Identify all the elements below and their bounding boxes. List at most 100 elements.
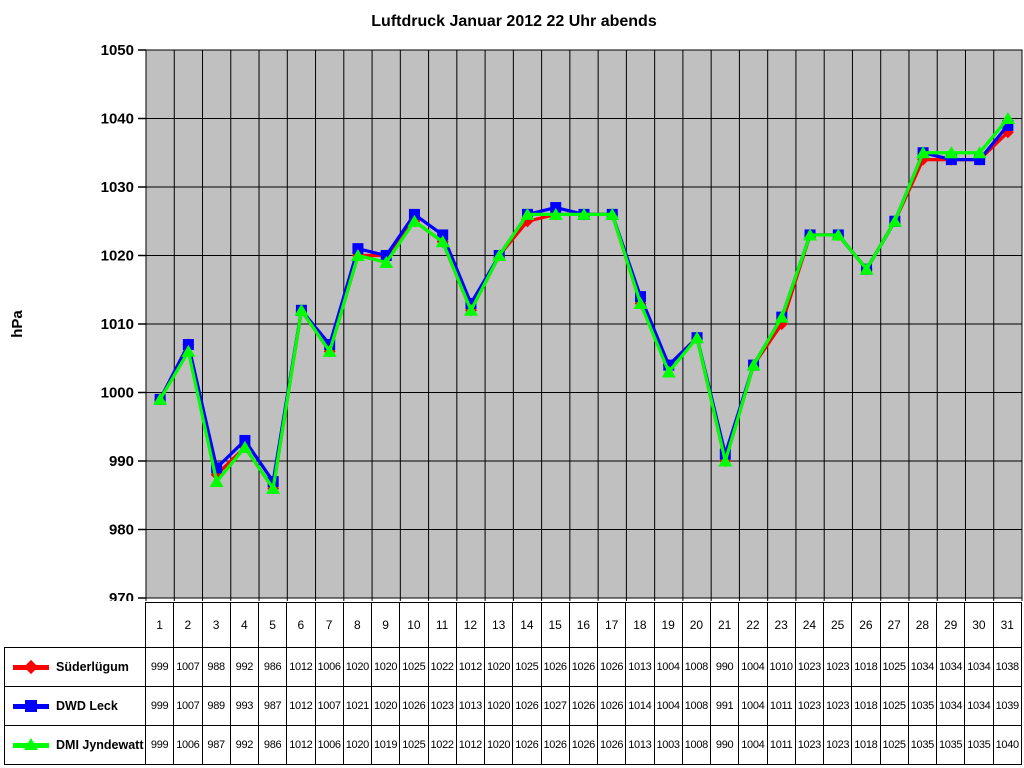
value-cell: 1040 — [992, 725, 1022, 765]
day-label: 2 — [173, 602, 203, 648]
value-cell: 1020 — [342, 647, 373, 687]
square-marker-icon — [635, 291, 647, 303]
triangle-marker-icon — [803, 228, 818, 241]
value-cell: 1010 — [766, 647, 796, 687]
triangle-marker-icon — [463, 303, 478, 316]
square-marker-icon — [437, 229, 449, 241]
value-cell: 1007 — [173, 686, 203, 726]
square-marker-icon — [239, 434, 251, 446]
value-cell: 1035 — [907, 725, 938, 765]
value-cell: 1020 — [370, 686, 401, 726]
value-cell: 1035 — [964, 725, 994, 765]
triangle-marker-icon — [746, 358, 761, 371]
plot-area: 970 980 990 1000 1010 1020 1030 1040 1050 — [101, 42, 1023, 601]
value-cell: 1026 — [512, 686, 542, 726]
triangle-marker-icon — [577, 207, 591, 220]
value-cell: 1018 — [851, 647, 881, 687]
value-cell: 1020 — [483, 725, 514, 765]
day-label: 8 — [342, 602, 373, 648]
value-cell: 990 — [709, 725, 740, 765]
value-cell: 999 — [144, 686, 175, 726]
diamond-marker-icon — [23, 659, 39, 675]
y-tick-label: 1050 — [101, 42, 134, 59]
value-cell: 1026 — [596, 686, 627, 726]
square-marker-icon — [182, 339, 194, 351]
y-tick-label: 980 — [109, 522, 134, 539]
value-cell: 986 — [257, 725, 288, 765]
day-label: 7 — [314, 602, 344, 648]
day-label: 14 — [512, 602, 542, 648]
value-cell: 1007 — [173, 647, 203, 687]
value-cell: 1023 — [822, 686, 853, 726]
value-cell: 991 — [709, 686, 740, 726]
triangle-marker-icon — [944, 146, 959, 159]
square-marker-icon — [380, 250, 392, 261]
triangle-marker-icon — [492, 249, 507, 261]
day-label: 25 — [822, 602, 853, 648]
triangle-marker-icon — [181, 344, 196, 357]
square-marker-icon — [974, 154, 986, 166]
series-row: Süderlügum 999 1007 988 992 986 1012 1006 1020 10… — [4, 647, 1022, 687]
value-cell: 1004 — [653, 647, 683, 687]
value-cell: 1027 — [540, 686, 570, 726]
triangle-marker-icon — [690, 331, 705, 344]
value-cell: 989 — [201, 686, 231, 726]
value-cell: 1025 — [399, 725, 429, 765]
value-cell: 1012 — [286, 686, 316, 726]
square-marker-icon — [25, 700, 37, 712]
y-tick-label: 970 — [109, 590, 134, 601]
legend-cell: DMI Jyndewatt — [4, 725, 146, 765]
square-marker-icon — [352, 243, 364, 255]
legend-line-icon — [13, 659, 49, 675]
value-cell: 1023 — [822, 725, 853, 765]
square-marker-icon — [663, 359, 675, 371]
value-cell: 1006 — [173, 725, 203, 765]
data-table: Süderlügum 999 1007 988 992 986 1012 1006 1020 10… — [4, 647, 1022, 765]
pressure-line-chart: Luftdruck Januar 2012 22 Uhr abends hPa … — [9, 13, 1023, 601]
day-label: 5 — [257, 602, 288, 648]
value-cell: 992 — [229, 725, 260, 765]
triangle-marker-icon — [237, 440, 252, 453]
y-tick-label: 1000 — [101, 385, 134, 402]
day-label: 21 — [709, 602, 740, 648]
triangle-marker-icon — [605, 207, 620, 220]
triangle-marker-icon — [774, 310, 789, 323]
day-label: 19 — [653, 602, 683, 648]
value-cell: 999 — [144, 725, 175, 765]
triangle-marker-icon — [548, 207, 563, 220]
value-cell: 1007 — [314, 686, 344, 726]
triangle-marker-icon — [887, 214, 902, 227]
triangle-marker-icon — [379, 255, 394, 268]
triangle-marker-icon — [633, 296, 648, 309]
triangle-marker-icon — [1000, 112, 1015, 124]
day-label: 6 — [286, 602, 316, 648]
value-cell: 1021 — [342, 686, 373, 726]
series-row: DWD Leck 999 1007 989 993 987 1012 1007 1021 1020… — [4, 686, 1022, 726]
value-cell: 1006 — [314, 647, 344, 687]
y-tick-label: 1030 — [101, 179, 134, 196]
triangle-marker-icon — [520, 207, 535, 220]
triangle-marker-icon — [718, 454, 733, 467]
value-cell: 1011 — [766, 725, 796, 765]
triangle-marker-icon — [24, 738, 38, 751]
triangle-marker-icon — [972, 146, 987, 159]
value-cell: 1034 — [935, 647, 966, 687]
value-cell: 1038 — [992, 647, 1022, 687]
square-marker-icon — [465, 297, 477, 309]
value-cell: 999 — [144, 647, 175, 687]
plot-border — [145, 49, 1023, 599]
day-label: 3 — [201, 602, 231, 648]
value-cell: 1004 — [738, 686, 768, 726]
legend-line-icon — [13, 700, 49, 712]
triangle-marker-icon — [294, 303, 309, 316]
triangle-marker-icon — [322, 344, 337, 357]
value-cell: 1008 — [681, 686, 712, 726]
value-cell: 1035 — [935, 725, 966, 765]
value-cell: 1012 — [455, 647, 486, 687]
value-cell: 1026 — [512, 725, 542, 765]
value-cell: 1023 — [822, 647, 853, 687]
series-name-label: Süderlügum — [56, 660, 129, 674]
value-cell: 1012 — [286, 725, 316, 765]
value-cell: 1003 — [653, 725, 683, 765]
day-label: 11 — [427, 602, 457, 648]
